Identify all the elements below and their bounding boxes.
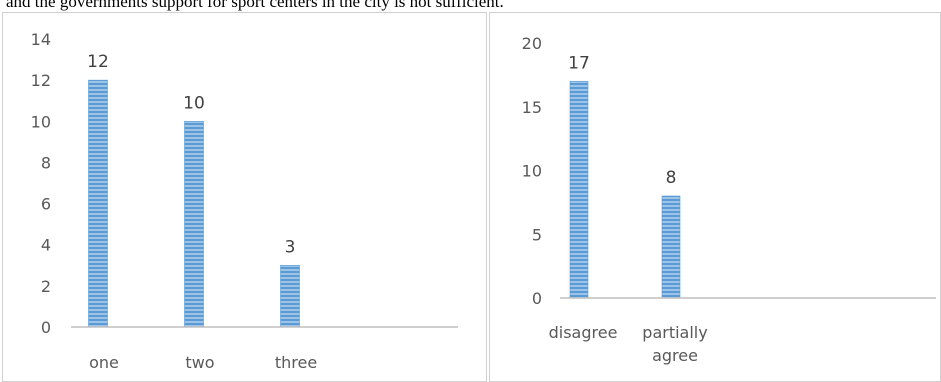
right-bar-chart: 0 5 10 15 20 17 disagree 8 partially agree bbox=[522, 34, 936, 365]
right-y-tick-label: 15 bbox=[522, 98, 542, 117]
left-data-label: 10 bbox=[183, 93, 205, 113]
left-data-label: 12 bbox=[87, 52, 109, 72]
left-category-label: three bbox=[275, 353, 317, 372]
right-y-tick-label: 20 bbox=[522, 34, 542, 53]
left-data-label: 3 bbox=[285, 237, 296, 257]
right-bar bbox=[569, 80, 589, 299]
right-category-label: partially agree bbox=[642, 323, 707, 365]
left-bar bbox=[88, 79, 108, 328]
left-category-label: one bbox=[89, 353, 119, 372]
left-category-label: two bbox=[185, 353, 214, 372]
right-y-tick-label: 10 bbox=[522, 162, 542, 181]
left-y-tick-label: 2 bbox=[41, 277, 51, 296]
left-chart-panel: 0 2 4 6 8 10 12 14 12 one 10 two 3 three bbox=[2, 12, 487, 382]
left-y-tick-label: 4 bbox=[41, 236, 51, 255]
right-data-label: 17 bbox=[568, 53, 590, 73]
left-y-tick-label: 14 bbox=[31, 30, 51, 49]
figure-caption-text: and the governments support for sport ce… bbox=[6, 0, 504, 11]
right-y-tick-label: 5 bbox=[532, 225, 542, 244]
right-bar bbox=[661, 195, 681, 299]
right-chart-panel: 0 5 10 15 20 17 disagree 8 partially agree bbox=[489, 12, 941, 382]
left-y-tick-label: 6 bbox=[41, 195, 51, 214]
right-category-label: disagree bbox=[549, 323, 618, 342]
left-bar bbox=[184, 120, 204, 328]
left-y-tick-label: 0 bbox=[41, 318, 51, 337]
right-y-tick-label: 0 bbox=[532, 289, 542, 308]
left-y-tick-label: 12 bbox=[31, 71, 51, 90]
left-bar-chart: 0 2 4 6 8 10 12 14 12 one 10 two 3 three bbox=[31, 30, 458, 372]
left-y-tick-label: 8 bbox=[41, 153, 51, 172]
right-data-label: 8 bbox=[666, 168, 677, 188]
left-y-tick-label: 10 bbox=[31, 112, 51, 131]
left-bar bbox=[280, 264, 300, 328]
